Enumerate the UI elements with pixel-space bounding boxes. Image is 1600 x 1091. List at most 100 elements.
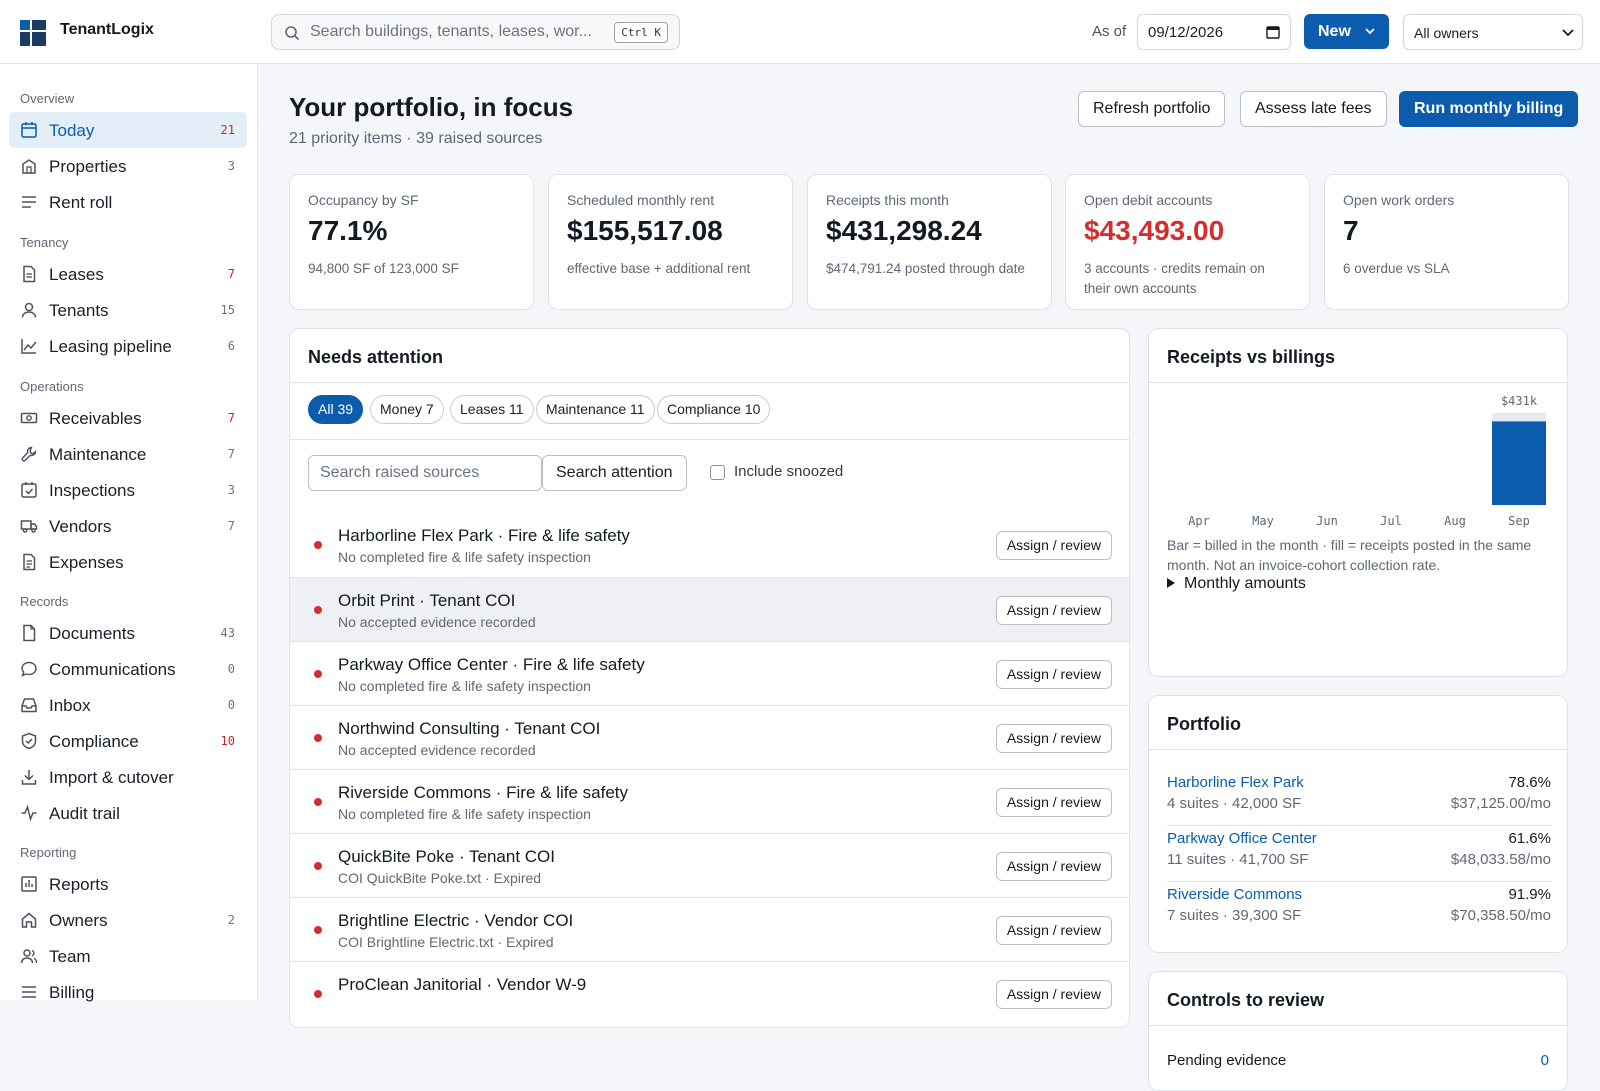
refresh-portfolio-button[interactable]: Refresh portfolio xyxy=(1078,91,1226,127)
filter-chip-all[interactable]: All 39 xyxy=(308,395,364,424)
sidebar-item-count: 0 xyxy=(227,698,235,712)
sidebar-item-leasing-pipeline[interactable]: Leasing pipeline 6 xyxy=(9,328,247,364)
attention-row-subtitle: No completed fire & life safety inspecti… xyxy=(338,549,591,565)
kpi-debit-accounts[interactable]: Open debit accounts $43,493.00 3 account… xyxy=(1065,174,1310,310)
sidebar-item-leases[interactable]: Leases 7 xyxy=(9,256,247,292)
assign-review-button[interactable]: Assign / review xyxy=(995,788,1112,817)
sidebar-item-label: Inspections xyxy=(49,481,135,500)
sidebar-item-label: Audit trail xyxy=(49,804,120,823)
monthly-amounts-toggle[interactable]: Monthly amounts xyxy=(1167,575,1306,593)
new-button[interactable]: New xyxy=(1304,14,1389,49)
attention-row[interactable]: Orbit Print · Tenant COI No accepted evi… xyxy=(290,577,1129,641)
attention-row[interactable]: Parkway Office Center · Fire & life safe… xyxy=(290,641,1129,705)
sidebar-item-team[interactable]: Team xyxy=(9,938,247,974)
filter-chip-leases[interactable]: Leases 11 xyxy=(450,395,534,424)
attention-row[interactable]: Northwind Consulting · Tenant COI No acc… xyxy=(290,705,1129,769)
controls-panel: Controls to review Pending evidence 0 xyxy=(1148,971,1568,1091)
property-detail: 7 suites · 39,300 SF xyxy=(1167,907,1302,924)
as-of-date-input[interactable]: 09/12/2026 xyxy=(1137,14,1291,50)
sidebar-item-count: 15 xyxy=(220,303,235,317)
attention-row[interactable]: QuickBite Poke · Tenant COI COI QuickBit… xyxy=(290,833,1129,897)
control-value[interactable]: 0 xyxy=(1540,1052,1549,1069)
section-tenancy: Tenancy xyxy=(20,235,69,250)
attention-row[interactable]: Harborline Flex Park · Fire & life safet… xyxy=(290,513,1129,577)
sidebar-item-label: Owners xyxy=(49,911,108,930)
property-link[interactable]: Harborline Flex Park xyxy=(1167,774,1304,791)
attention-row-subtitle: No completed fire & life safety inspecti… xyxy=(338,678,591,694)
kpi-work-orders[interactable]: Open work orders 7 6 overdue vs SLA xyxy=(1324,174,1569,310)
global-search-input[interactable] xyxy=(310,22,600,42)
include-snoozed-checkbox[interactable] xyxy=(710,465,725,480)
sidebar-item-today[interactable]: Today 21 xyxy=(9,112,247,148)
filter-chip-compliance[interactable]: Compliance 10 xyxy=(657,395,771,424)
attention-search-input[interactable] xyxy=(308,455,542,491)
sidebar-item-communications[interactable]: Communications 0 xyxy=(9,651,247,687)
sidebar-item-label: Properties xyxy=(49,157,127,176)
attention-row[interactable]: Brightline Electric · Vendor COI COI Bri… xyxy=(290,897,1129,961)
kpi-value: $155,517.08 xyxy=(567,215,723,246)
property-rent: $70,358.50/mo xyxy=(1450,907,1551,924)
assign-review-button[interactable]: Assign / review xyxy=(995,596,1112,625)
x-tick-label: Sep xyxy=(1508,514,1530,528)
sidebar-item-label: Leasing pipeline xyxy=(49,337,172,356)
assign-review-button[interactable]: Assign / review xyxy=(995,660,1112,689)
assign-review-button[interactable]: Assign / review xyxy=(995,852,1112,881)
kpi-value: $431,298.24 xyxy=(826,215,982,246)
owner-filter-select[interactable]: All owners xyxy=(1403,14,1583,50)
sidebar-item-vendors[interactable]: Vendors 7 xyxy=(9,508,247,544)
search-attention-button[interactable]: Search attention xyxy=(542,455,687,491)
sidebar-item-maintenance[interactable]: Maintenance 7 xyxy=(9,436,247,472)
property-link[interactable]: Parkway Office Center xyxy=(1167,830,1317,847)
chat-bubble-icon xyxy=(21,661,37,677)
sidebar-item-inbox[interactable]: Inbox 0 xyxy=(9,687,247,723)
file-icon xyxy=(23,624,36,642)
portfolio-row: Harborline Flex Park 4 suites · 42,000 S… xyxy=(1167,770,1551,826)
kpi-occupancy[interactable]: Occupancy by SF 77.1% 94,800 SF of 123,0… xyxy=(289,174,534,310)
property-link[interactable]: Riverside Commons xyxy=(1167,886,1303,903)
assign-review-button[interactable]: Assign / review xyxy=(995,916,1112,945)
section-operations: Operations xyxy=(20,379,84,394)
run-monthly-billing-button[interactable]: Run monthly billing xyxy=(1399,91,1579,127)
sidebar-item-compliance[interactable]: Compliance 10 xyxy=(9,723,247,759)
alert-dot-icon xyxy=(314,670,322,678)
home-icon xyxy=(21,912,37,928)
sidebar-item-expenses[interactable]: Expenses xyxy=(9,544,247,580)
filter-chip-money[interactable]: Money 7 xyxy=(370,395,444,424)
sidebar-item-documents[interactable]: Documents 43 xyxy=(9,615,247,651)
calendar-icon[interactable] xyxy=(1266,25,1280,39)
kpi-detail: 3 accounts · credits remain on their own… xyxy=(1084,261,1265,296)
needs-attention-panel: Needs attention All 39 Money 7 Leases 11… xyxy=(289,328,1130,1028)
sidebar-item-import-cutover[interactable]: Import & cutover xyxy=(9,759,247,795)
list-icon xyxy=(22,196,36,208)
kpi-title: Receipts this month xyxy=(826,192,949,208)
alert-dot-icon xyxy=(314,926,322,934)
kpi-receipts[interactable]: Receipts this month $431,298.24 $474,791… xyxy=(807,174,1052,310)
sidebar-item-billing[interactable]: Billing xyxy=(9,974,247,1010)
sidebar-item-receivables[interactable]: Receivables 7 xyxy=(9,400,247,436)
receipts-billings-chart: Apr May Jun Jul Aug $431k Sep xyxy=(1188,394,1546,528)
global-search[interactable]: Ctrl K xyxy=(271,14,680,50)
attention-row-subtitle: No completed fire & life safety inspecti… xyxy=(338,806,591,822)
x-tick-label: Apr xyxy=(1188,514,1210,528)
sidebar-item-properties[interactable]: Properties 3 xyxy=(9,148,247,184)
filter-chip-maintenance[interactable]: Maintenance 11 xyxy=(536,395,655,424)
app-logo-icon[interactable] xyxy=(20,20,46,46)
sidebar-item-label: Team xyxy=(49,947,91,966)
kpi-detail: 6 overdue vs SLA xyxy=(1343,261,1450,276)
assign-review-button[interactable]: Assign / review xyxy=(995,980,1112,1009)
attention-row[interactable]: Riverside Commons · Fire & life safety N… xyxy=(290,769,1129,833)
sidebar-item-reports[interactable]: Reports xyxy=(9,866,247,902)
sidebar-item-inspections[interactable]: Inspections 3 xyxy=(9,472,247,508)
kpi-scheduled-rent[interactable]: Scheduled monthly rent $155,517.08 effec… xyxy=(548,174,793,310)
sidebar-item-audit-trail[interactable]: Audit trail xyxy=(9,795,247,831)
divider xyxy=(290,382,1129,383)
assess-late-fees-button[interactable]: Assess late fees xyxy=(1240,91,1387,127)
attention-row[interactable]: ProClean Janitorial · Vendor W-9 Assign … xyxy=(290,961,1129,1025)
assign-review-button[interactable]: Assign / review xyxy=(995,531,1112,560)
sidebar-item-tenants[interactable]: Tenants 15 xyxy=(9,292,247,328)
assign-review-button[interactable]: Assign / review xyxy=(995,724,1112,753)
divider xyxy=(1167,881,1551,882)
sidebar-item-rent-roll[interactable]: Rent roll xyxy=(9,184,247,220)
as-of-date-value: 09/12/2026 xyxy=(1148,24,1224,41)
sidebar-item-owners[interactable]: Owners 2 xyxy=(9,902,247,938)
